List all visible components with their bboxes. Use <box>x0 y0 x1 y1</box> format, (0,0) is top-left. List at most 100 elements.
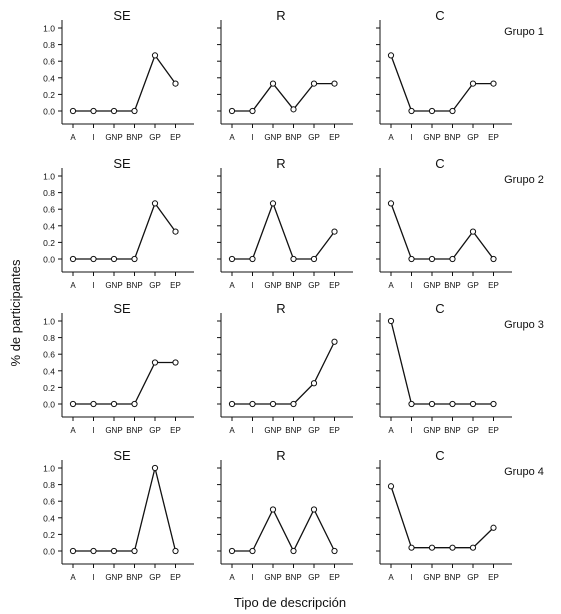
group-label: Grupo 4 <box>504 466 544 478</box>
y-tick-label: 0.0 <box>43 400 55 410</box>
series-line <box>73 467 177 552</box>
panels-container: 0.0 0.2 0.4 0.6 0.8 1.0 A I GNP BNP GP EP SE A I GNP BNP… <box>43 8 544 582</box>
data-point <box>228 400 236 408</box>
y-tick-label: 0.8 <box>43 188 55 198</box>
x-tick-label: I <box>92 133 94 142</box>
x-tick-label: I <box>92 281 94 290</box>
x-tick-label: A <box>70 573 76 582</box>
x-tick-label: BNP <box>444 133 460 142</box>
x-tick-label: A <box>70 133 76 142</box>
x-tick-label: EP <box>488 426 499 435</box>
x-tick-label: EP <box>170 281 181 290</box>
series-line <box>232 201 336 260</box>
x-tick-label: BNP <box>126 281 142 290</box>
x-tick-label: A <box>229 426 235 435</box>
y-tick-label: 0.2 <box>43 90 55 100</box>
panel: A I GNP BNP GP EP R <box>217 301 353 435</box>
x-tick-label: GP <box>149 426 161 435</box>
y-tick-label: 0.0 <box>43 547 55 557</box>
group-label: Grupo 2 <box>504 174 544 186</box>
data-point <box>110 400 118 408</box>
data-point <box>131 255 138 263</box>
data-point <box>249 547 256 555</box>
x-tick-label: EP <box>170 426 181 435</box>
data-point <box>151 52 159 59</box>
data-point <box>310 80 318 87</box>
x-tick-label: GNP <box>264 133 281 142</box>
group-label: Grupo 1 <box>504 26 544 38</box>
panel-title: SE <box>113 448 131 463</box>
data-point <box>310 380 318 387</box>
x-tick-label: GP <box>308 573 320 582</box>
x-tick-label: BNP <box>444 281 460 290</box>
data-point <box>110 107 118 115</box>
data-point <box>469 80 477 87</box>
y-tick-label: 0.6 <box>43 205 55 215</box>
data-point <box>490 255 497 263</box>
x-tick-label: GNP <box>105 281 122 290</box>
x-tick-label: EP <box>488 573 499 582</box>
data-point <box>310 506 318 513</box>
x-tick-label: GNP <box>423 426 440 435</box>
panel: A I GNP BNP GP EP C Grupo 2 <box>376 156 544 290</box>
y-tick-label: 0.2 <box>43 530 55 540</box>
data-point <box>131 547 138 555</box>
series-line <box>232 82 335 112</box>
data-point <box>469 544 477 551</box>
x-tick-label: BNP <box>126 133 142 142</box>
x-tick-label: GP <box>467 133 479 142</box>
x-tick-label: GP <box>149 133 161 142</box>
series-line <box>232 341 336 405</box>
y-tick-label: 0.4 <box>43 221 55 231</box>
data-point <box>290 255 297 263</box>
data-point <box>249 255 256 263</box>
panel: A I GNP BNP GP EP C Grupo 1 <box>376 8 544 142</box>
x-tick-label: A <box>229 133 235 142</box>
y-tick-label: 0.0 <box>43 107 55 117</box>
data-point <box>490 524 497 531</box>
x-tick-label: GP <box>149 573 161 582</box>
data-point <box>269 200 277 207</box>
series-line <box>73 361 176 405</box>
x-tick-label: EP <box>329 133 340 142</box>
x-tick-label: EP <box>329 281 340 290</box>
series-line <box>390 320 494 405</box>
data-point <box>151 200 159 207</box>
data-point <box>131 107 138 115</box>
panel: A I GNP BNP GP EP C Grupo 3 <box>376 301 544 435</box>
x-tick-label: BNP <box>444 426 460 435</box>
y-tick-label: 0.6 <box>43 350 55 360</box>
data-point <box>449 107 456 115</box>
panel-title: C <box>435 301 444 316</box>
panel-title: SE <box>113 156 131 171</box>
x-tick-label: GP <box>467 573 479 582</box>
x-tick-label: A <box>388 426 394 435</box>
panel: A I GNP BNP GP EP C Grupo 4 <box>376 448 544 582</box>
y-tick-label: 0.4 <box>43 513 55 523</box>
data-point <box>110 547 118 555</box>
x-tick-label: GP <box>308 426 320 435</box>
data-point <box>387 200 395 207</box>
x-tick-label: A <box>388 133 394 142</box>
data-point <box>228 547 236 555</box>
y-tick-label: 0.6 <box>43 497 55 507</box>
data-point <box>269 400 277 408</box>
data-point <box>69 255 77 263</box>
data-point <box>408 544 415 551</box>
data-point <box>490 400 497 408</box>
y-tick-label: 0.2 <box>43 238 55 248</box>
panel-title: C <box>435 156 444 171</box>
series-line <box>73 54 177 112</box>
data-point <box>228 107 236 115</box>
x-tick-label: BNP <box>285 133 301 142</box>
series-line <box>232 508 336 553</box>
data-point <box>408 400 415 408</box>
series-line <box>390 486 494 549</box>
x-tick-label: GNP <box>264 281 281 290</box>
data-point <box>331 338 338 345</box>
data-point <box>249 400 256 408</box>
x-tick-label: EP <box>329 426 340 435</box>
x-axis-label: Tipo de descripción <box>234 595 346 610</box>
data-point <box>449 400 456 408</box>
